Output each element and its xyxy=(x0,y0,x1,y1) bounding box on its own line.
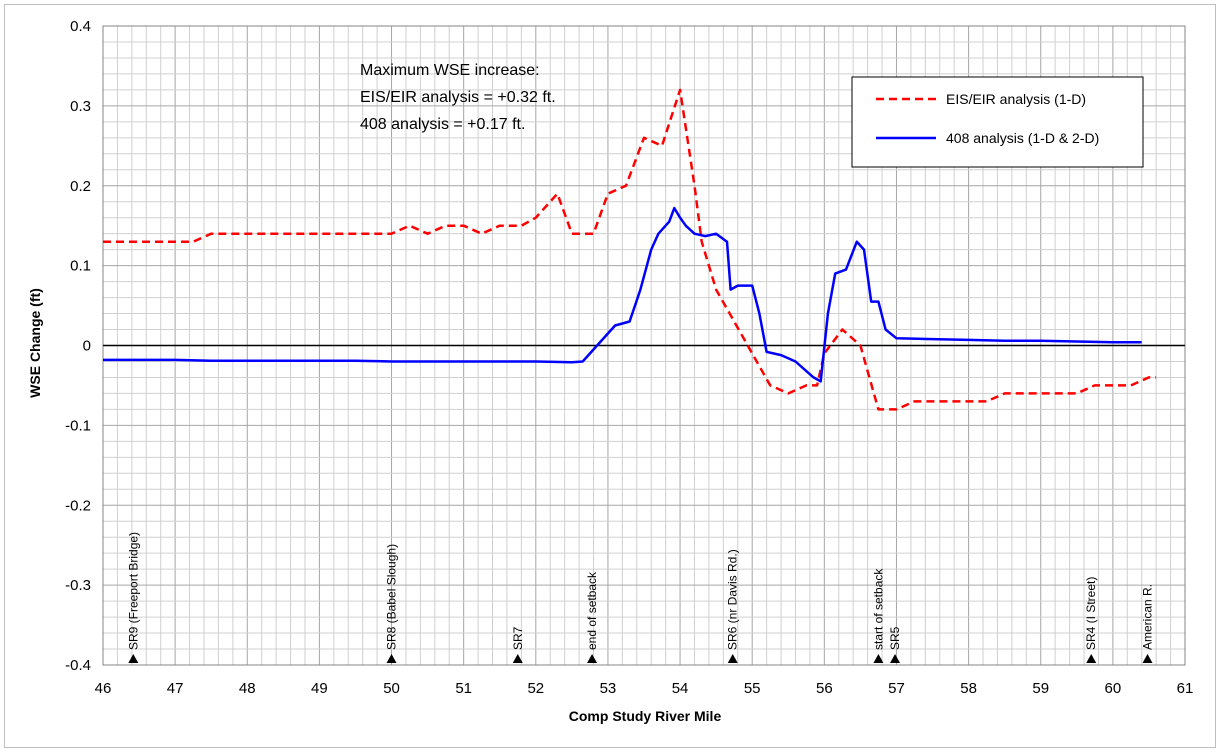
marker-label: SR8 (Babel Slough) xyxy=(385,544,399,650)
marker-label: SR5 xyxy=(888,626,902,650)
x-tick-label: 53 xyxy=(600,680,617,697)
x-tick-label: 54 xyxy=(672,680,689,697)
marker-triangle xyxy=(873,654,884,663)
marker-label: SR7 xyxy=(511,626,525,650)
y-tick-label: 0.1 xyxy=(70,258,91,275)
marker-label: SR9 (Freeport Bridge) xyxy=(126,532,140,650)
chart-svg: SR9 (Freeport Bridge) SR8 (Babel Slough) S… xyxy=(27,18,1193,724)
series-group xyxy=(103,88,1157,411)
annotation-line-3: 408 analysis = +0.17 ft. xyxy=(360,116,525,133)
x-tick-label: 47 xyxy=(167,680,184,697)
marker-triangle xyxy=(1086,654,1097,663)
annotation-line-1: Maximum WSE increase: xyxy=(360,62,540,79)
marker-triangle xyxy=(386,654,397,663)
x-tick-label: 48 xyxy=(239,680,256,697)
legend-label-408: 408 analysis (1-D & 2-D) xyxy=(946,130,1099,146)
ticks-group: 46 47 48 49 50 51 52 53 54 55 56 57 58 59 60 61 0.4 0.3 0.… xyxy=(65,18,1193,697)
y-tick-label: 0 xyxy=(83,338,91,355)
x-axis-title: Comp Study River Mile xyxy=(569,708,722,724)
x-tick-label: 51 xyxy=(455,680,472,697)
chart-frame: SR9 (Freeport Bridge) SR8 (Babel Slough) S… xyxy=(4,4,1216,748)
y-tick-label: -0.4 xyxy=(65,657,91,674)
x-tick-label: 46 xyxy=(95,680,112,697)
marker-label: end of setback xyxy=(585,571,599,650)
marker-triangle xyxy=(890,654,901,663)
series-line-eis-eir xyxy=(103,88,1157,411)
marker-triangle xyxy=(1142,654,1153,663)
annotation-box: Maximum WSE increase: EIS/EIR analysis =… xyxy=(360,62,556,133)
markers-group: SR9 (Freeport Bridge) SR8 (Babel Slough) S… xyxy=(126,532,1154,663)
marker-label: American R. xyxy=(1140,584,1154,650)
x-tick-label: 58 xyxy=(960,680,977,697)
marker-label: SR4 (I Street) xyxy=(1084,577,1098,650)
y-tick-label: -0.2 xyxy=(65,497,91,514)
marker-triangle xyxy=(128,654,139,663)
x-tick-label: 52 xyxy=(527,680,544,697)
y-tick-label: -0.1 xyxy=(65,417,91,434)
y-tick-label: 0.3 xyxy=(70,98,91,115)
x-tick-label: 49 xyxy=(311,680,328,697)
marker-label: SR6 (nr Davis Rd.) xyxy=(726,549,740,650)
y-tick-label: 0.4 xyxy=(70,18,91,35)
marker-label: start of setback xyxy=(871,568,885,650)
x-tick-label: 59 xyxy=(1032,680,1049,697)
y-axis-title: WSE Change (ft) xyxy=(27,288,43,398)
x-tick-label: 55 xyxy=(744,680,761,697)
legend-label-eis: EIS/EIR analysis (1-D) xyxy=(946,91,1086,107)
annotation-line-2: EIS/EIR analysis = +0.32 ft. xyxy=(360,89,556,106)
x-tick-label: 57 xyxy=(888,680,905,697)
marker-triangle xyxy=(727,654,738,663)
y-tick-label: -0.3 xyxy=(65,577,91,594)
series-line-408 xyxy=(103,206,1142,383)
marker-triangle xyxy=(512,654,523,663)
legend-box xyxy=(851,76,1144,168)
marker-triangle xyxy=(587,654,598,663)
x-tick-label: 50 xyxy=(383,680,400,697)
x-tick-label: 56 xyxy=(816,680,833,697)
legend: EIS/EIR analysis (1-D) 408 analysis (1-D… xyxy=(851,76,1144,168)
y-tick-label: 0.2 xyxy=(70,178,91,195)
x-tick-label: 60 xyxy=(1105,680,1122,697)
x-tick-label: 61 xyxy=(1177,680,1194,697)
